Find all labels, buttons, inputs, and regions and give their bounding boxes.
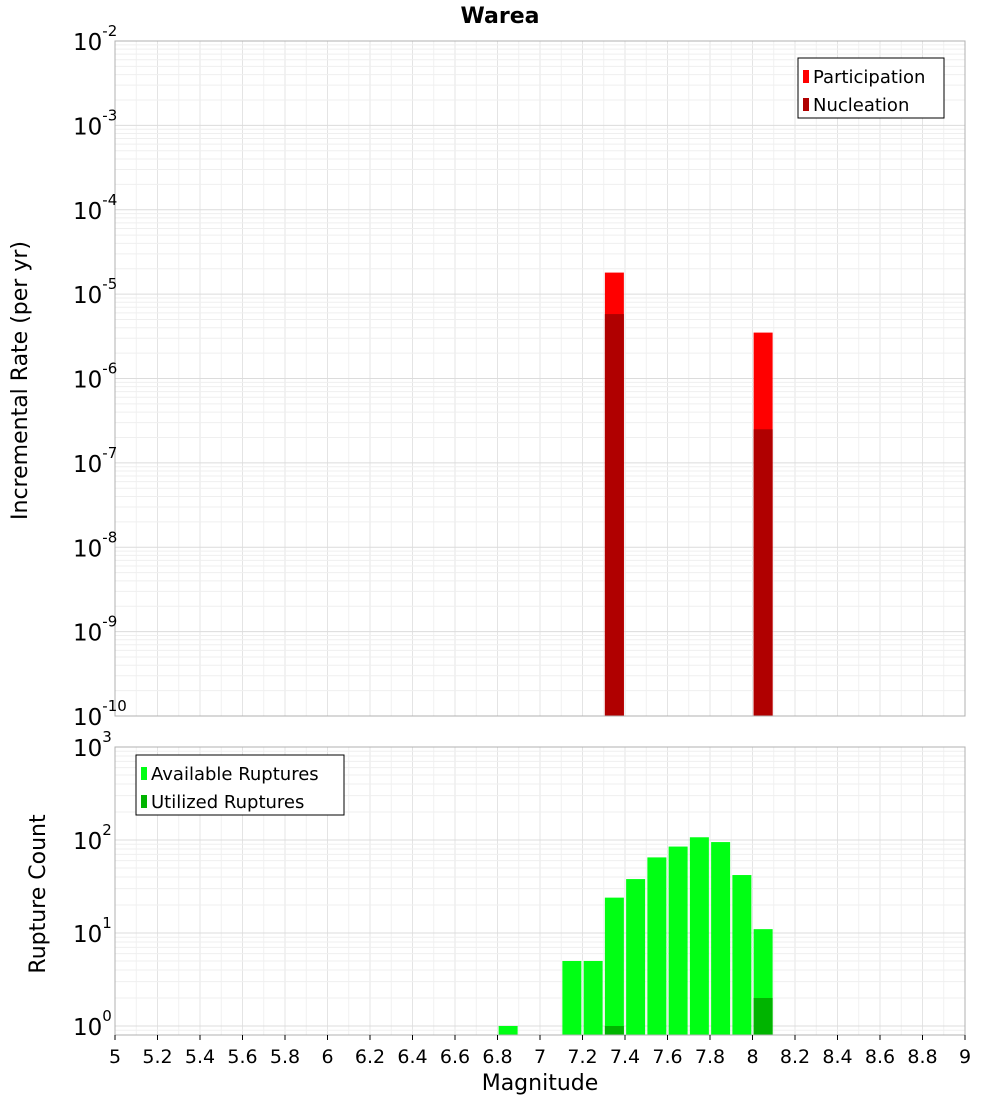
legend-entry: Participation [813, 67, 925, 88]
legend-swatch [141, 767, 147, 780]
rate-y-tick-label: 10-9 [73, 613, 117, 647]
bar-available-ruptures-7 [689, 837, 709, 1035]
count-y-tick-label: 102 [73, 821, 112, 855]
rate-y-tick-label: 10-4 [73, 191, 117, 225]
x-tick-label: 5 [109, 1046, 121, 1068]
legend-swatch [803, 70, 809, 83]
bar-available-ruptures-8 [711, 842, 731, 1035]
count-y-tick-label: 101 [73, 914, 112, 948]
x-tick-label: 7.4 [610, 1046, 640, 1068]
bar-available-ruptures-9 [732, 875, 752, 1035]
count-panel-y-axis-label: Rupture Count [26, 814, 51, 974]
rate-y-tick-label: 10-8 [73, 528, 117, 562]
legend-entry: Available Ruptures [151, 764, 319, 785]
rate-y-tick-label: 10-2 [73, 22, 117, 56]
rate-y-tick-label: 10-3 [73, 106, 117, 140]
rate-y-tick-label: 10-5 [73, 275, 117, 309]
x-tick-label: 8.8 [907, 1046, 937, 1068]
bar-available-ruptures-5 [647, 857, 667, 1035]
x-tick-label: 9 [959, 1046, 971, 1068]
legend-entry: Utilized Ruptures [151, 792, 304, 813]
bar-available-ruptures-0 [498, 1025, 518, 1035]
x-tick-label: 5.4 [185, 1046, 215, 1068]
chart-title: Warea [461, 4, 540, 29]
count-panel-grid [114, 746, 966, 1036]
rate-y-tick-label: 10-7 [73, 444, 117, 478]
rate-y-tick-label: 10-6 [73, 360, 117, 394]
x-tick-label: 8.2 [780, 1046, 810, 1068]
x-tick-label: 5.2 [142, 1046, 172, 1068]
legend-box [135, 754, 345, 816]
legend-box [797, 57, 945, 119]
x-tick-label: 8.4 [822, 1046, 852, 1068]
count-panel: 103 102 101 100 5 5.2 5.4 5.6 5.8 6 6.2 6.4 6.6 6.8 7… [26, 728, 971, 1096]
rate-panel-bars [604, 272, 773, 716]
rate-panel: 10-2 10-3 10-4 10-5 10-6 10-7 10-8 10-9 10-10 In… [8, 22, 966, 731]
rate-panel-frame [114, 40, 966, 717]
count-panel-y-ticks: 103 102 101 100 [73, 728, 112, 1041]
bar-available-ruptures-6 [668, 846, 688, 1035]
bar-utilized-ruptures-0 [604, 1025, 624, 1035]
legend-swatch [803, 98, 809, 111]
x-tick-label: 7.6 [652, 1046, 682, 1068]
bar-available-ruptures-4 [626, 879, 646, 1035]
count-y-tick-label: 100 [73, 1007, 112, 1041]
x-tick-label: 6.8 [482, 1046, 512, 1068]
x-axis-label: Magnitude [482, 1071, 599, 1096]
bar-utilized-ruptures-1 [753, 997, 773, 1035]
count-y-tick-label: 103 [73, 728, 112, 762]
rate-panel-y-axis-label: Incremental Rate (per yr) [8, 241, 33, 520]
x-tick-label: 6.2 [355, 1046, 385, 1068]
x-tick-label: 7 [534, 1046, 546, 1068]
rate-y-tick-label: 10-10 [73, 697, 127, 731]
x-tick-label: 8.6 [865, 1046, 895, 1068]
bar-nucleation-1 [753, 429, 773, 716]
x-tick-label: 8 [746, 1046, 758, 1068]
rate-panel-legend: Participation Nucleation [797, 57, 945, 119]
x-tick-label: 7.8 [695, 1046, 725, 1068]
legend-entry: Nucleation [813, 95, 909, 116]
bar-available-ruptures-3 [604, 897, 624, 1035]
x-tick-label: 7.2 [567, 1046, 597, 1068]
count-panel-bars [498, 837, 773, 1035]
legend-swatch [141, 795, 147, 808]
x-axis-ticks: 5 5.2 5.4 5.6 5.8 6 6.2 6.4 6.6 6.8 7 7.2 7.4 7.6 7.8 8… [109, 1035, 971, 1068]
rate-panel-grid [114, 40, 966, 717]
x-tick-label: 6.4 [397, 1046, 427, 1068]
x-tick-label: 6 [321, 1046, 333, 1068]
x-tick-label: 5.8 [270, 1046, 300, 1068]
rate-panel-y-ticks: 10-2 10-3 10-4 10-5 10-6 10-7 10-8 10-9 10-10 [73, 22, 127, 731]
bar-available-ruptures-1 [562, 960, 582, 1035]
bar-nucleation-0 [604, 314, 624, 716]
x-tick-label: 5.6 [227, 1046, 257, 1068]
bar-available-ruptures-2 [583, 960, 603, 1035]
count-panel-legend: Available Ruptures Utilized Ruptures [135, 754, 345, 816]
x-tick-label: 6.6 [440, 1046, 470, 1068]
